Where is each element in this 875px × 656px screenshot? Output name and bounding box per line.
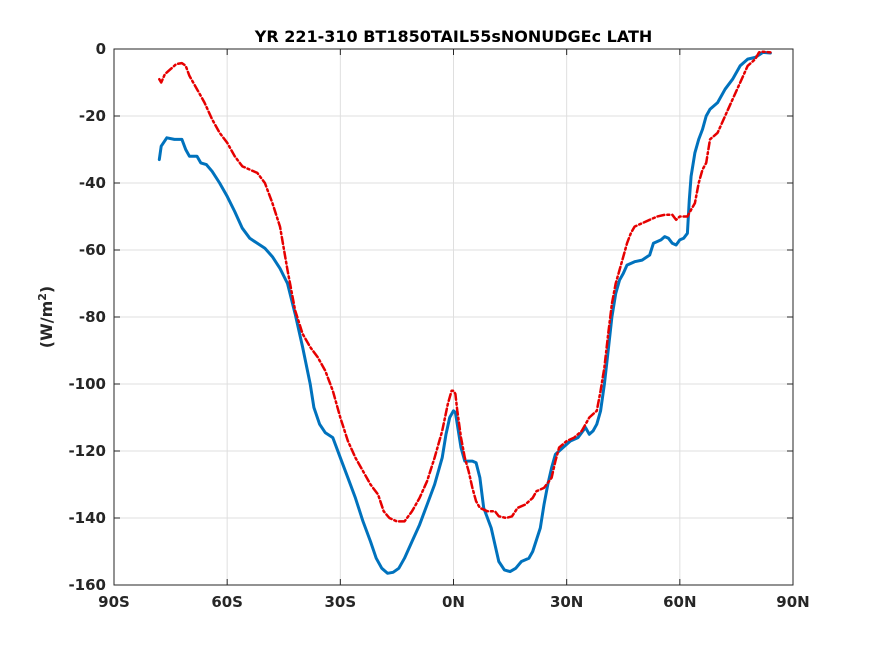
y-axis-label: (W/m2): [36, 286, 57, 348]
y-tick-labels: -160 -140 -120 -100 -80 -60 -40 -20 0: [68, 40, 106, 594]
y-tick-label: -140: [68, 509, 106, 527]
grid-lines: [114, 49, 793, 585]
y-tick-label: -60: [79, 241, 106, 259]
series-line-1: [157, 50, 772, 575]
x-tick-labels: 90S 60S 30S 0N 30N 60N 90N: [98, 593, 810, 611]
y-tick-label: -160: [68, 576, 106, 594]
y-tick-label: -80: [79, 308, 106, 326]
series-layer: [157, 50, 772, 575]
y-tick-label: 0: [96, 40, 106, 58]
x-tick-label: 60S: [211, 593, 243, 611]
tick-marks: [113, 48, 794, 586]
y-tick-label: -100: [68, 375, 106, 393]
x-tick-label: 30N: [550, 593, 583, 611]
x-tick-label: 30S: [324, 593, 356, 611]
x-tick-label: 90N: [776, 593, 809, 611]
x-tick-label: 60N: [663, 593, 696, 611]
y-tick-label: -40: [79, 174, 106, 192]
series-line-2: [158, 50, 772, 523]
y-tick-label: -120: [68, 442, 106, 460]
x-tick-label: 90S: [98, 593, 130, 611]
x-tick-label: 0N: [442, 593, 465, 611]
chart-title: YR 221-310 BT1850TAIL55sNONUDGEc LATH: [254, 27, 653, 46]
y-tick-label: -20: [79, 107, 106, 125]
